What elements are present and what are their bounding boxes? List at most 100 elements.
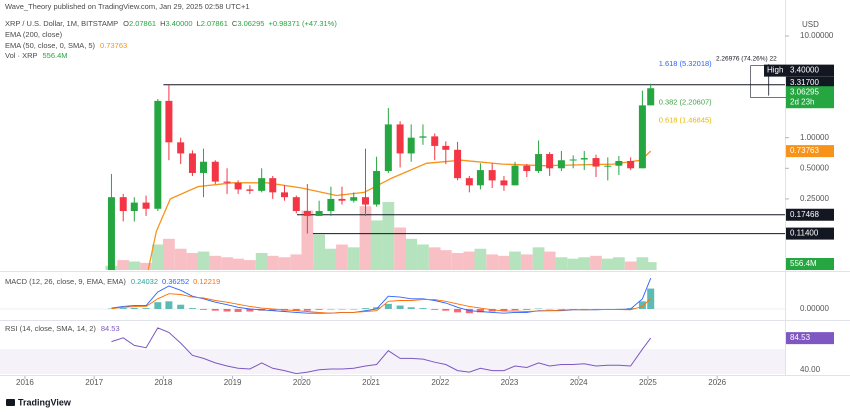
macd-histogram-bar [431, 308, 439, 310]
candle-body [454, 149, 462, 179]
ema-tag: 0.73763 [790, 146, 819, 155]
macd-histogram-bar [373, 307, 381, 309]
volume-bar [520, 254, 533, 270]
x-tick-label: 2020 [293, 378, 311, 387]
candle-body [188, 153, 196, 173]
candle-body [627, 160, 635, 169]
macd-histogram-bar [119, 308, 127, 309]
macd-histogram-bar [362, 308, 370, 309]
candle-body [327, 198, 335, 212]
macd-histogram-bar [338, 308, 346, 310]
candle-body [431, 136, 439, 146]
candle-body [362, 197, 370, 205]
macd-histogram-bar [142, 308, 150, 309]
volume-bar [636, 257, 649, 270]
currency: USD [802, 20, 819, 29]
macd-histogram-bar [500, 308, 508, 312]
volume-bar [405, 238, 418, 270]
volume-bar [117, 260, 130, 270]
volume-bar [532, 247, 545, 270]
symbol-line: XRP / U.S. Dollar, 1M, BITSTAMP O2.07861 H… [5, 19, 337, 28]
volume-name: Vol · XRP [5, 51, 38, 60]
ema200-legend: EMA (200, close) [5, 30, 63, 39]
volume-bar [325, 248, 337, 270]
volume-bar [278, 257, 291, 270]
macd-name: MACD (12, 26, close, 9, EMA, EMA) [5, 277, 126, 286]
candle-body [476, 170, 484, 186]
volume-bar [612, 257, 625, 270]
y-tick-label: 10.00000 [800, 31, 834, 40]
macd-histogram-bar [546, 308, 554, 310]
fib-label: 0.618 (1.46845) [659, 116, 712, 125]
candle-body [442, 145, 450, 150]
x-tick-label: 2022 [431, 378, 449, 387]
volume-bar [151, 244, 164, 270]
ohlc-value: 2.07861 [201, 19, 228, 28]
volume-bar [543, 251, 556, 270]
macd-histogram-bar [396, 305, 404, 309]
volume-bar [336, 244, 348, 270]
measure-label: 2.26976 (74.26%) 22 [716, 55, 777, 62]
macd-histogram-bar [523, 308, 531, 310]
macd-pane [0, 278, 785, 314]
candle-body [165, 100, 173, 143]
volume-bar [290, 254, 303, 270]
macd-histogram-bar [303, 308, 311, 311]
candle-body [154, 100, 162, 209]
candle-body [107, 197, 115, 270]
macd-histogram-bar [292, 308, 300, 311]
high-price-tag: 3.40000 [790, 66, 819, 75]
candle-body [500, 180, 508, 186]
ema50-name: EMA (50, close, 0, SMA, 5) [5, 41, 96, 50]
rsi-tag: 84.53 [790, 333, 811, 342]
y-tick-label: 0.00000 [800, 304, 829, 313]
rsi-pane [0, 327, 785, 374]
volume-bar [463, 251, 476, 270]
candle-body [200, 161, 208, 173]
x-tick-label: 2021 [362, 378, 380, 387]
rsi-legend: RSI (14, close, SMA, 14, 2) 84.53 [5, 324, 120, 333]
candle-body [269, 178, 277, 193]
volume-bar [209, 255, 222, 270]
candle-body [511, 165, 519, 186]
candle-body [535, 154, 543, 172]
fib-label: 0.382 (2.20607) [659, 98, 712, 107]
macd-histogram-bar [269, 308, 277, 311]
volume-bar [451, 253, 464, 270]
level-tag-box [786, 208, 834, 221]
x-tick-label: 2023 [501, 378, 519, 387]
volume-bar [313, 234, 326, 270]
candle-body [303, 211, 311, 216]
ohlc-value: 3.06295 [237, 19, 264, 28]
y-tick-label: 0.50000 [800, 163, 829, 172]
macd-histogram-bar [165, 301, 173, 309]
volume-bar [509, 251, 521, 270]
volume-bar [301, 210, 314, 270]
macd-histogram-bar [535, 308, 543, 310]
candle-body [234, 182, 242, 190]
volume-bar [197, 251, 210, 270]
candle-body [223, 181, 231, 183]
macd-histogram-bar [130, 307, 138, 309]
volume-bar [382, 202, 395, 270]
rsi-tag-box [786, 332, 834, 345]
volume-bar [567, 258, 580, 270]
volume-bar [266, 255, 279, 270]
volume-bar [601, 258, 614, 270]
volume-bar [644, 262, 657, 270]
volume-bar [244, 260, 256, 270]
candle-body [350, 197, 358, 201]
volume-bar [347, 247, 360, 270]
candle-body [615, 160, 623, 166]
volume-bar [163, 238, 175, 270]
level-tag: 3.31700 [790, 78, 819, 87]
macd-histogram-bar [177, 304, 185, 309]
macd-histogram-bar [327, 308, 335, 310]
signal-line [111, 293, 652, 314]
high-tag: High [767, 66, 783, 75]
ohlc-value: 2.07861 [129, 19, 156, 28]
volume-bar [140, 262, 152, 270]
y-tick-label: 0.25000 [800, 194, 829, 203]
